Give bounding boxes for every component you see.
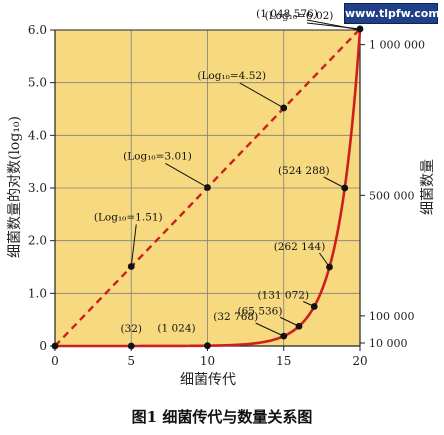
x-tick-label: 20	[352, 354, 367, 368]
leader-line	[239, 82, 284, 109]
log-annotation-label: (Log₁₀=4.52)	[197, 70, 266, 82]
count-annotation-label: (1 024)	[157, 323, 195, 335]
x-tick-label: 0	[51, 354, 59, 368]
count-annotation-label: (262 144)	[274, 241, 326, 253]
y-left-tick-label: 6.0	[28, 23, 47, 37]
y-left-axis-label: 细菌数量的对数(log₁₀)	[7, 116, 23, 258]
y-right-tick-label: 1 000 000	[369, 39, 425, 52]
y-left-tick-label: 5.0	[28, 76, 47, 90]
data-point	[127, 342, 135, 350]
x-tick-label: 15	[276, 354, 291, 368]
y-left-tick-label: 1.0	[28, 286, 47, 300]
site-watermark: www.tlpfw.com	[344, 3, 440, 24]
count-annotation-label: (524 288)	[278, 165, 330, 177]
leader-line	[306, 19, 361, 31]
log-annotation-label: (Log₁₀=6.02)	[265, 10, 334, 22]
annotation-labels: (Log₁₀=1.51) (Log₁₀=3.01) (Log₁₀=4.52) (Log…	[94, 8, 334, 335]
leader-line	[255, 322, 284, 337]
data-point	[295, 322, 303, 330]
data-point	[204, 342, 211, 350]
count-annotation-label: (32)	[120, 323, 142, 335]
y-left-tick-label: 3.0	[28, 181, 47, 195]
data-point	[127, 263, 135, 270]
data-point	[204, 184, 211, 191]
y-right-tick-label: 500 000	[369, 189, 415, 202]
x-tick-label: 10	[200, 354, 215, 368]
x-axis-label: 细菌传代	[180, 372, 236, 388]
count-annotation-label: (131 072)	[257, 290, 309, 302]
count-annotation-label: (1 048 576)	[256, 8, 318, 20]
data-point	[280, 332, 288, 340]
count-annotation-label: (65 536)	[238, 305, 283, 317]
leader-line	[323, 176, 345, 189]
log-annotation-label: (Log₁₀=1.51)	[94, 211, 163, 223]
data-markers	[51, 25, 364, 350]
leader-line	[130, 224, 137, 267]
y-left-tick-label: 0	[39, 339, 47, 353]
leader-line	[279, 316, 300, 327]
tick-labels: 0 5 10 15 20 0 1.0 2.0 3.0 4.0 5.0 6.0 10 000 100 000…	[28, 23, 425, 368]
y-left-tick-label: 2.0	[28, 234, 47, 248]
leader-line	[165, 163, 208, 188]
log-annotation-label: (Log₁₀=3.01)	[123, 150, 192, 162]
y-left-tick-label: 4.0	[28, 128, 47, 142]
data-point	[341, 184, 349, 192]
y-right-tick-label: 10 000	[369, 337, 408, 350]
data-point	[51, 342, 59, 350]
count-annotation-label: (32 768)	[213, 311, 258, 323]
data-point	[280, 104, 288, 112]
data-point	[310, 303, 318, 310]
x-tick-label: 5	[127, 354, 135, 368]
annotation-leaders	[130, 19, 361, 337]
data-point	[326, 263, 333, 271]
data-point	[356, 25, 364, 33]
y-right-axis-label: 细菌数量	[420, 159, 436, 215]
figure-caption: 图1 细菌传代与数量关系图	[132, 408, 313, 426]
y-right-tick-label: 100 000	[369, 310, 415, 323]
